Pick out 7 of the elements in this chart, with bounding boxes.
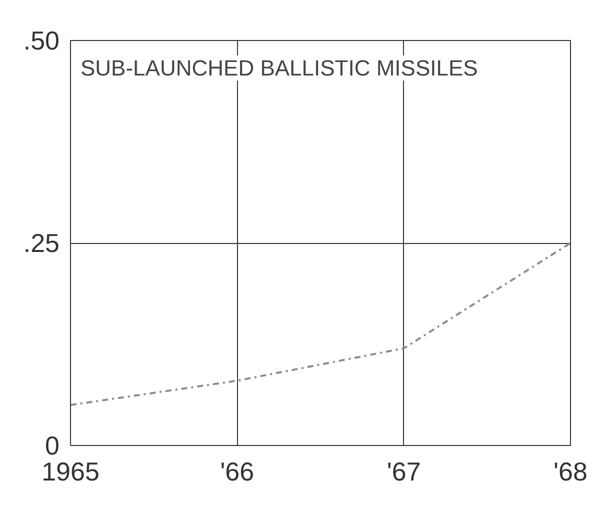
text: SUB-LAUNCHED BALLISTIC MISSILES <box>80 56 478 80</box>
x-tick-label: '66 <box>220 456 254 486</box>
y-tick-label: .25 <box>23 228 60 258</box>
line-series <box>70 242 570 406</box>
x-tick-label: '68 <box>554 456 588 486</box>
x-tick-label: '67 <box>386 456 421 486</box>
y-tick-label: .50 <box>23 26 60 56</box>
